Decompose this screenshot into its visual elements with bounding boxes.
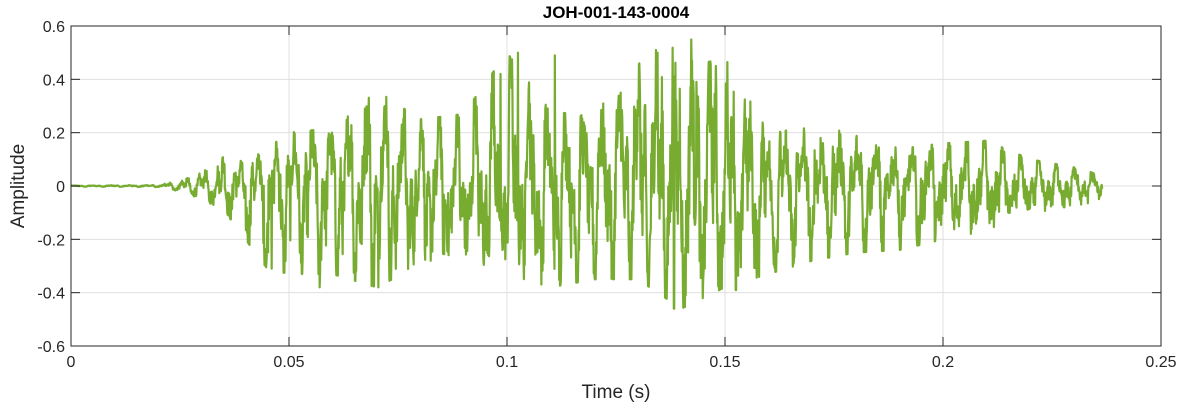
axis-ticks: 0 0.05 0.1 0.15 0.2 0.25 -0.6 -0.4 -0.2 0 0.2 0.4 0.… bbox=[37, 19, 1176, 371]
y-tick-label: -0.2 bbox=[37, 232, 65, 249]
y-axis-label: Amplitude bbox=[8, 144, 29, 229]
x-axis-label: Time (s) bbox=[582, 382, 651, 403]
signal-trace bbox=[70, 38, 1104, 310]
y-tick-label: -0.4 bbox=[37, 286, 65, 303]
chart-title: JOH-001-143-0004 bbox=[543, 3, 690, 22]
y-tick-label: 0 bbox=[56, 179, 65, 196]
y-tick-label: 0.2 bbox=[43, 126, 65, 143]
y-tick-label: 0.4 bbox=[43, 72, 65, 89]
x-tick-label: 0 bbox=[67, 354, 76, 371]
y-tick-label: 0.6 bbox=[43, 19, 65, 36]
y-tick-label: -0.6 bbox=[37, 339, 65, 356]
x-tick-label: 0.25 bbox=[1145, 354, 1176, 371]
x-tick-label: 0.05 bbox=[273, 354, 304, 371]
x-tick-label: 0.15 bbox=[709, 354, 740, 371]
x-tick-label: 0.2 bbox=[932, 354, 954, 371]
signal-line bbox=[70, 38, 1104, 310]
x-tick-label: 0.1 bbox=[496, 354, 518, 371]
